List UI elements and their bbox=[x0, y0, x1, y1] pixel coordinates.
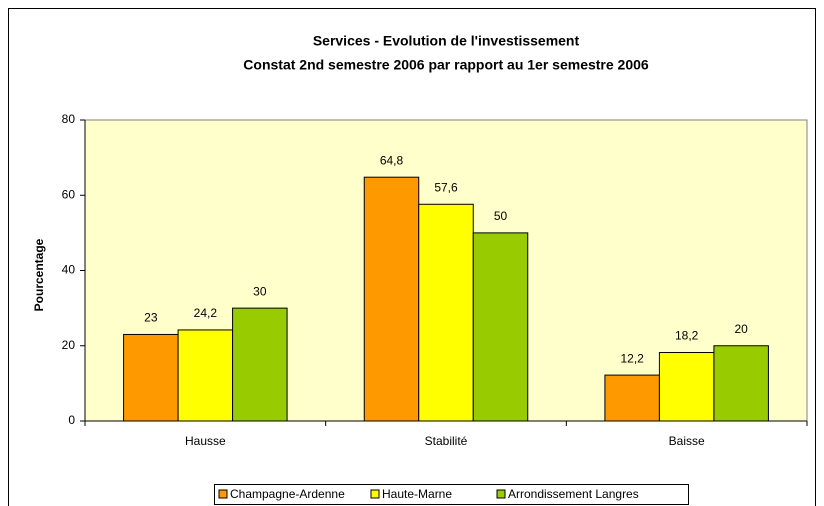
bar bbox=[177, 329, 234, 422]
bar bbox=[604, 374, 660, 422]
y-axis-label: Pourcentage bbox=[32, 238, 46, 311]
bar bbox=[363, 176, 420, 422]
value-label: 23 bbox=[144, 311, 158, 325]
y-tick-label: 80 bbox=[62, 112, 76, 126]
legend-swatch bbox=[218, 489, 228, 499]
legend-swatch bbox=[370, 489, 380, 499]
y-tick-label: 60 bbox=[62, 187, 76, 201]
bar bbox=[123, 333, 179, 422]
bar bbox=[418, 203, 474, 422]
bar bbox=[658, 352, 715, 422]
legend-label: Arrondissement Langres bbox=[508, 487, 639, 501]
value-label: 18,2 bbox=[675, 329, 699, 343]
value-label: 64,8 bbox=[380, 153, 404, 167]
value-label: 30 bbox=[253, 284, 267, 298]
value-label: 20 bbox=[734, 322, 748, 336]
bar bbox=[472, 232, 529, 422]
value-label: 12,2 bbox=[620, 351, 644, 365]
value-label: 24,2 bbox=[194, 306, 218, 320]
value-label: 50 bbox=[494, 209, 508, 223]
value-label: 57,6 bbox=[434, 180, 458, 194]
x-tick-label: Baisse bbox=[669, 434, 705, 448]
legend-swatch bbox=[496, 489, 506, 499]
legend-label: Haute-Marne bbox=[382, 487, 452, 501]
y-tick-label: 20 bbox=[62, 338, 76, 352]
chart-subtitle: Constat 2nd semestre 2006 par rapport au… bbox=[243, 57, 649, 73]
x-tick-label: Stabilité bbox=[425, 434, 468, 448]
bar bbox=[232, 307, 288, 422]
legend-label: Champagne-Ardenne bbox=[230, 487, 345, 501]
y-tick-label: 40 bbox=[62, 263, 76, 277]
legend-box bbox=[214, 484, 689, 505]
chart-title: Services - Evolution de l'investissement bbox=[313, 33, 580, 49]
y-tick-label: 0 bbox=[68, 413, 75, 427]
bar bbox=[713, 345, 769, 422]
x-tick-label: Hausse bbox=[185, 434, 226, 448]
